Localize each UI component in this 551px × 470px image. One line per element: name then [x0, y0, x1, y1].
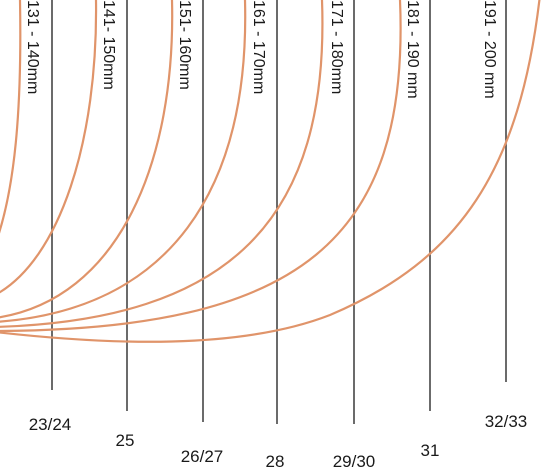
- size-label-5: 29/30: [333, 452, 376, 470]
- size-label-7: 32/33: [485, 412, 528, 431]
- guide-lines: [51, 0, 507, 424]
- foot-curve-3: [0, 0, 174, 319]
- foot-curves: [0, 0, 541, 343]
- size-label-4: 28: [266, 452, 285, 470]
- size-label-1: 23/24: [29, 415, 72, 434]
- range-label-5: 171 - 180mm: [328, 0, 345, 94]
- size-label-6: 31: [421, 441, 440, 460]
- foot-curve-7: [0, 0, 541, 343]
- foot-curve-5: [0, 0, 324, 328]
- range-label-1: 131 - 140mm: [24, 0, 41, 94]
- range-label-2: 141- 150mm: [100, 0, 117, 90]
- range-label-7: 191 - 200 mm: [481, 0, 498, 99]
- foot-curve-2: [0, 0, 98, 294]
- range-label-4: 161 - 170mm: [250, 0, 267, 94]
- range-label-6: 181 - 190 mm: [404, 0, 421, 99]
- range-label-3: 151- 160mm: [176, 0, 193, 90]
- foot-curve-1: [0, 0, 22, 234]
- size-labels: 23/24 25 26/27 28 29/30 31 32/33: [29, 412, 528, 470]
- size-label-3: 26/27: [181, 447, 224, 466]
- size-label-2: 25: [116, 431, 135, 450]
- foot-curve-6: [0, 0, 402, 333]
- range-labels: 131 - 140mm 141- 150mm 151- 160mm 161 - …: [24, 0, 498, 99]
- foot-curve-4: [0, 0, 247, 323]
